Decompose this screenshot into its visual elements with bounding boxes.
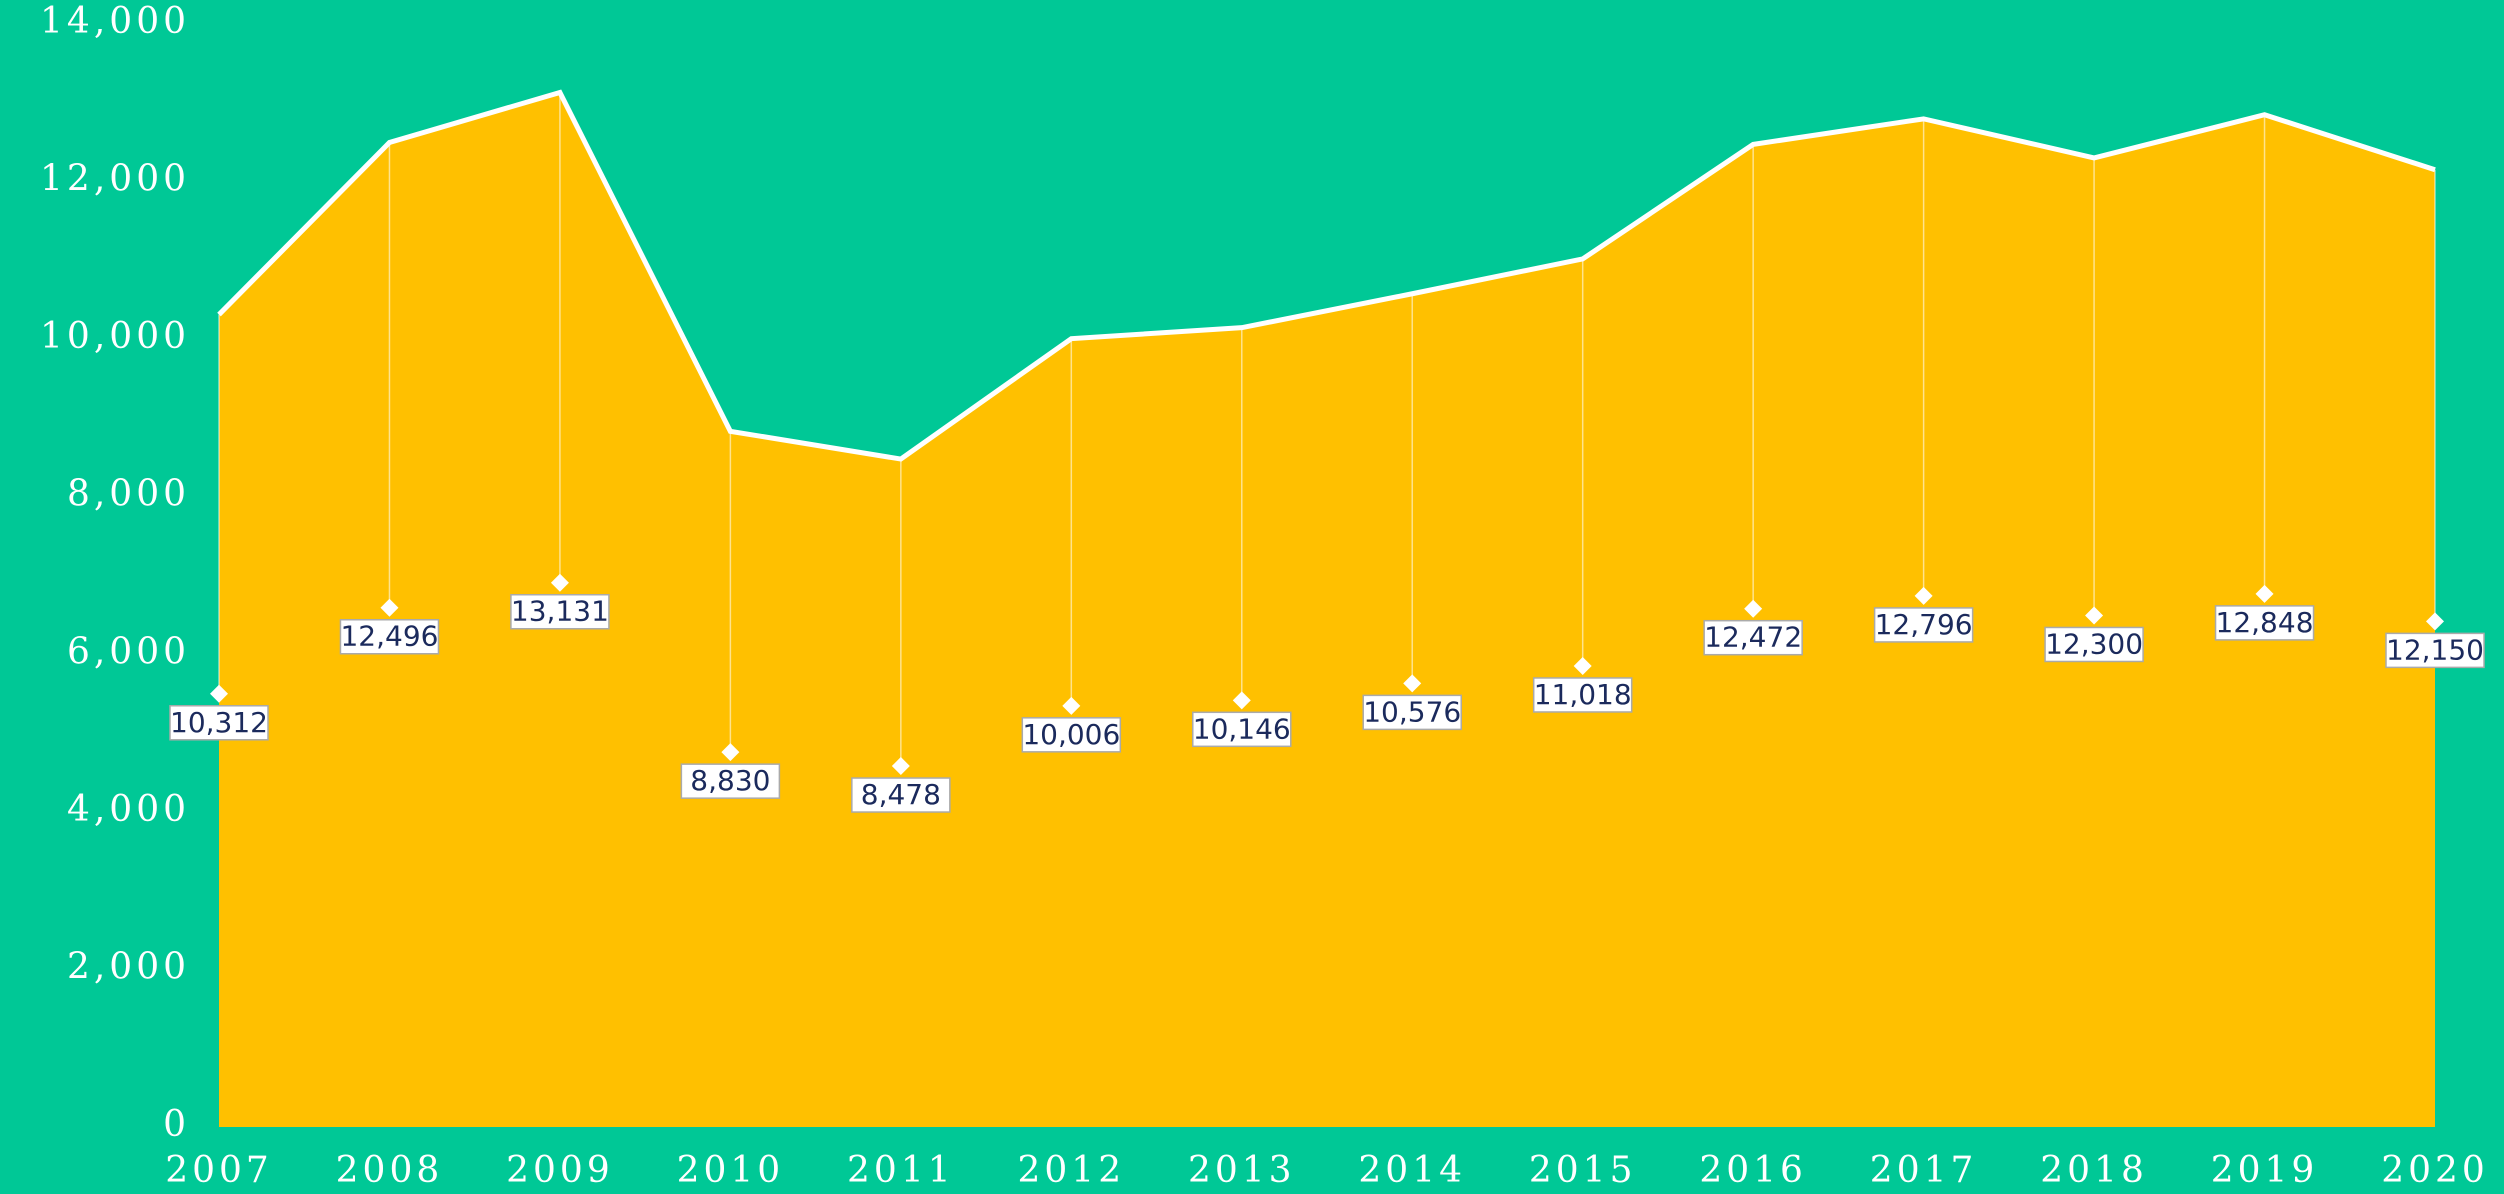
data-label-box bbox=[339, 618, 440, 655]
data-label-box bbox=[1192, 711, 1292, 748]
point-marker bbox=[550, 573, 569, 592]
data-label: 12,848 bbox=[2216, 606, 2314, 639]
data-label: 12,300 bbox=[2045, 627, 2143, 660]
point-marker bbox=[1232, 691, 1251, 710]
data-label: 12,496 bbox=[340, 620, 438, 653]
data-label-box bbox=[1021, 717, 1122, 753]
y-tick-label: 8,000 bbox=[67, 474, 190, 515]
data-label-box bbox=[1703, 619, 1803, 656]
y-tick-label: 14,000 bbox=[40, 1, 190, 42]
point-marker bbox=[1744, 599, 1763, 618]
x-tick-label: 2019 bbox=[2211, 1150, 2319, 1191]
data-label: 11,018 bbox=[1534, 678, 1632, 711]
data-label: 13,131 bbox=[511, 595, 609, 628]
data-label-box bbox=[510, 593, 610, 630]
x-tick-label: 2010 bbox=[677, 1150, 785, 1191]
data-label-box bbox=[1362, 694, 1462, 731]
data-label: 12,150 bbox=[2386, 633, 2484, 666]
data-label: 12,472 bbox=[1704, 621, 1802, 654]
point-marker bbox=[210, 684, 228, 703]
data-label-box bbox=[169, 705, 269, 741]
data-label: 10,006 bbox=[1022, 718, 1120, 751]
data-label-box bbox=[1532, 677, 1633, 713]
point-marker bbox=[891, 757, 910, 776]
y-tick-label: 2,000 bbox=[67, 946, 190, 987]
x-tick-label: 2018 bbox=[2040, 1150, 2148, 1191]
data-label: 10,576 bbox=[1363, 695, 1461, 728]
point-marker bbox=[721, 743, 740, 762]
data-label-box bbox=[680, 763, 781, 799]
data-label: 12,796 bbox=[1875, 608, 1973, 641]
y-tick-label: 6,000 bbox=[67, 631, 190, 672]
x-tick-label: 2015 bbox=[1529, 1150, 1637, 1191]
data-label: 8,478 bbox=[861, 778, 941, 811]
data-label-box bbox=[1873, 607, 1974, 643]
x-tick-label: 2012 bbox=[1017, 1150, 1125, 1191]
point-marker bbox=[2255, 584, 2274, 603]
data-label-box bbox=[2214, 605, 2315, 641]
x-tick-label: 2007 bbox=[165, 1150, 273, 1191]
area-line bbox=[217, 89, 2436, 462]
point-marker bbox=[1062, 696, 1081, 715]
point-marker bbox=[380, 598, 399, 617]
y-tick-label: 10,000 bbox=[40, 316, 190, 357]
data-label-box bbox=[851, 777, 951, 813]
data-label: 8,830 bbox=[690, 764, 770, 797]
x-tick-label: 2016 bbox=[1699, 1150, 1807, 1191]
y-tick-label: 4,000 bbox=[67, 789, 190, 830]
data-label-box bbox=[2044, 626, 2144, 663]
x-tick-label: 2014 bbox=[1358, 1150, 1466, 1191]
point-marker bbox=[1914, 586, 1933, 605]
x-tick-label: 2020 bbox=[2381, 1150, 2489, 1191]
x-tick-label: 2009 bbox=[506, 1150, 614, 1191]
data-label: 10,146 bbox=[1193, 712, 1291, 745]
point-marker bbox=[2085, 606, 2104, 625]
x-tick-label: 2008 bbox=[336, 1150, 444, 1191]
area bbox=[219, 92, 2435, 1127]
point-marker bbox=[1573, 656, 1592, 675]
x-tick-label: 2017 bbox=[1870, 1150, 1978, 1191]
x-tick-label: 2011 bbox=[847, 1150, 955, 1191]
y-tick-label: 0 bbox=[163, 1104, 190, 1145]
point-marker bbox=[2426, 612, 2444, 631]
data-label-box bbox=[2385, 632, 2485, 669]
point-marker bbox=[1403, 674, 1422, 693]
y-tick-label: 12,000 bbox=[40, 159, 190, 200]
data-label: 10,312 bbox=[170, 706, 268, 739]
x-tick-label: 2013 bbox=[1188, 1150, 1296, 1191]
